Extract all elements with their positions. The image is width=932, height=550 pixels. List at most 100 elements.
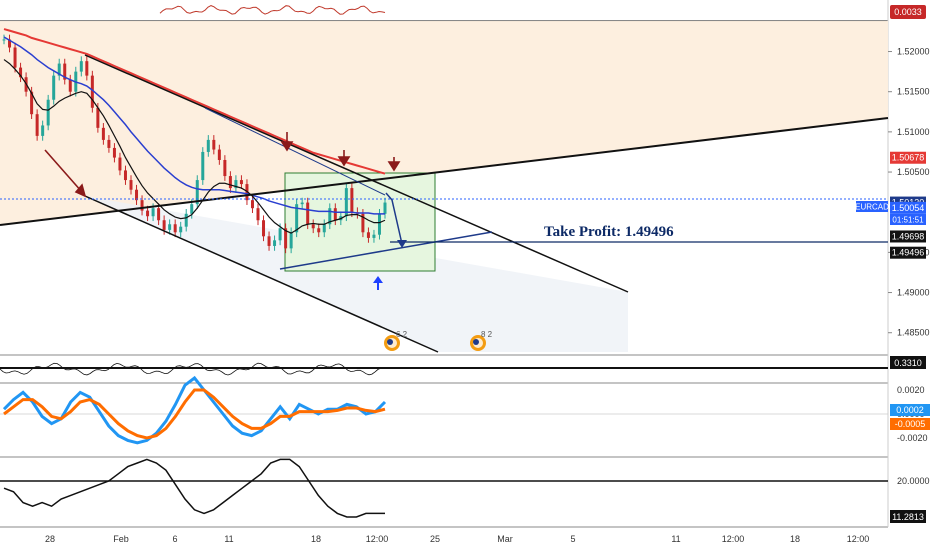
candle-body bbox=[112, 147, 116, 158]
price-tag-label: 1.50678 bbox=[892, 153, 925, 163]
channel-fill bbox=[85, 196, 628, 352]
candle-body bbox=[333, 208, 337, 221]
price-pane: Take Profit: 1.49496 6 2 8 2 1.52000 1.51… bbox=[0, 21, 930, 353]
candle-body bbox=[13, 47, 17, 68]
candle-body bbox=[19, 67, 23, 78]
time-tick-label: 6 bbox=[172, 534, 177, 544]
macd-tags: 0.0002 -0.0005 bbox=[890, 404, 930, 430]
candle-body bbox=[195, 180, 199, 205]
candle-body bbox=[2, 39, 6, 41]
candle-body bbox=[151, 208, 155, 217]
annotation-arrows bbox=[44, 132, 401, 198]
oscillator1-line bbox=[0, 362, 385, 376]
time-tick-label: 28 bbox=[45, 534, 55, 544]
candle-body bbox=[295, 204, 299, 233]
candle-body bbox=[101, 127, 105, 140]
candle-body bbox=[228, 176, 232, 189]
price-tick-label: 1.48500 bbox=[897, 328, 930, 338]
ma-slow-line bbox=[3, 36, 385, 215]
macd-value-tag bbox=[890, 404, 930, 416]
candle-body bbox=[118, 157, 122, 171]
price-tick-label: 1.52000 bbox=[897, 47, 930, 57]
candle-body bbox=[41, 125, 45, 136]
candle-body bbox=[157, 208, 161, 221]
candle-body bbox=[8, 39, 12, 48]
candle-body bbox=[90, 75, 94, 108]
candle-body bbox=[63, 63, 67, 80]
event-icon-2[interactable]: 8 2 bbox=[470, 330, 493, 351]
candle-body bbox=[328, 208, 332, 225]
price-tick-label: 1.51000 bbox=[897, 127, 930, 137]
candle-body bbox=[289, 232, 293, 249]
price-series bbox=[2, 28, 387, 254]
oscillator1-price-label: 0.3310 bbox=[894, 358, 922, 368]
arrow-head-icon bbox=[280, 141, 294, 152]
macd-value-label: 0.0002 bbox=[896, 405, 924, 415]
candle-body bbox=[212, 139, 216, 150]
upper-zone-fill bbox=[0, 21, 888, 225]
buy-arrow bbox=[373, 276, 383, 290]
price-tag bbox=[890, 151, 926, 164]
candle-body bbox=[135, 189, 139, 201]
time-tick-label: 18 bbox=[790, 534, 800, 544]
arrow-head-icon bbox=[337, 156, 351, 167]
signal-line bbox=[3, 388, 386, 440]
candle-body bbox=[30, 91, 34, 115]
time-tick-label: 11 bbox=[671, 534, 680, 544]
candle-body bbox=[68, 79, 72, 92]
projection-path bbox=[385, 192, 403, 245]
adx-line bbox=[3, 458, 385, 518]
channel-upper-line bbox=[84, 54, 629, 293]
price-tag bbox=[890, 201, 926, 214]
time-tick-label: 18 bbox=[311, 534, 321, 544]
candle-body bbox=[206, 139, 210, 152]
candle-body bbox=[250, 200, 254, 209]
price-tag-label: 1.49698 bbox=[892, 231, 925, 241]
candle-body bbox=[162, 220, 166, 230]
take-profit-label: Take Profit: 1.49496 bbox=[544, 224, 674, 240]
time-axis[interactable]: 28 Feb 6 11 18 12:00 25 Mar 5 11 12:00 18 12:00 bbox=[45, 534, 869, 544]
candle-body bbox=[79, 61, 83, 72]
candle-body bbox=[256, 208, 260, 221]
candle-body bbox=[344, 188, 348, 217]
macd-series bbox=[2, 375, 387, 445]
time-tick-label: Feb bbox=[113, 534, 129, 544]
candle-body bbox=[239, 180, 243, 185]
time-tick-label: 25 bbox=[430, 534, 440, 544]
candle-body bbox=[300, 202, 304, 205]
price-axis[interactable]: 1.520001.515001.510001.505001.495001.490… bbox=[888, 47, 930, 338]
candle-body bbox=[234, 180, 238, 189]
candle-body bbox=[267, 236, 271, 246]
candle-body bbox=[262, 220, 266, 237]
top-oscillator-price-label: 0.0033 bbox=[894, 7, 922, 17]
time-tick-label: 11 bbox=[224, 534, 233, 544]
oscillator1-pane: 0.3310 bbox=[0, 356, 926, 376]
adx-axis[interactable]: 20.0000 bbox=[897, 476, 930, 486]
channel-lower-line bbox=[84, 195, 439, 353]
macd-tick-label: 0.0020 bbox=[897, 385, 925, 395]
arrow-head-icon bbox=[373, 276, 383, 283]
candle-body bbox=[146, 210, 150, 217]
candle-body bbox=[377, 213, 381, 235]
adx-price-label: 11.2813 bbox=[892, 512, 924, 522]
price-tick-label: 1.49000 bbox=[897, 288, 930, 298]
candle-body bbox=[96, 107, 100, 128]
arrow-icon bbox=[44, 149, 83, 193]
candle-body bbox=[317, 228, 321, 233]
candle-body bbox=[201, 151, 205, 181]
candle-body bbox=[46, 99, 50, 126]
arrow-head-icon bbox=[74, 183, 87, 198]
event-icon-1[interactable]: 6 2 bbox=[384, 330, 408, 351]
candle-body bbox=[140, 200, 144, 211]
time-tick-label: 12:00 bbox=[847, 534, 870, 544]
top-oscillator-pane: 0.0033 bbox=[159, 5, 926, 19]
candle-body bbox=[173, 224, 177, 233]
candle-body bbox=[52, 75, 56, 100]
candle-body bbox=[168, 224, 172, 230]
top-oscillator-price-tag bbox=[890, 5, 926, 19]
adx-tick-label: 20.0000 bbox=[897, 476, 930, 486]
candle-body bbox=[273, 240, 277, 246]
candle-body bbox=[322, 224, 326, 233]
